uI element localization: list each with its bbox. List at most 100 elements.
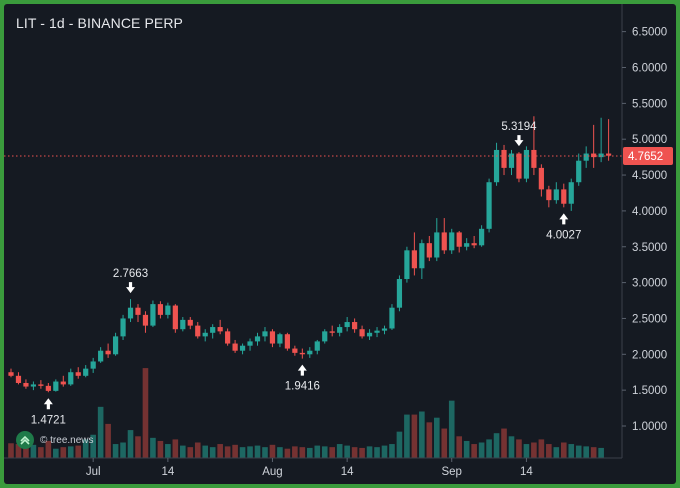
candle-body [389, 307, 395, 329]
candle-body [15, 375, 22, 383]
candle-body [142, 314, 149, 326]
candle-body [531, 149, 537, 168]
candle-body [553, 189, 559, 201]
candle-body [127, 307, 134, 319]
volume-bar [568, 444, 575, 458]
volume-bar [142, 368, 149, 458]
watermark: © tree.news [16, 431, 94, 449]
candle-body [538, 167, 544, 190]
price-tick-label: 6.0000 [632, 63, 667, 75]
volume-bar [30, 444, 37, 458]
time-tick-label: 14 [520, 466, 533, 478]
volume-bar [135, 436, 141, 458]
time-tick-label: 14 [341, 466, 354, 478]
volume-bar [60, 447, 67, 458]
volume-bar [292, 446, 298, 458]
candle-body [568, 182, 574, 204]
candle-body [576, 160, 582, 183]
candlestick-chart[interactable]: 4.7652 1.4721 2.7663 1.9416 5.3194 4.0027 6.5… [4, 4, 676, 484]
volume-bar [224, 446, 231, 458]
candle-body [322, 331, 328, 342]
volume-bar [441, 428, 448, 458]
volume-bar [321, 446, 328, 458]
volume-bar [269, 444, 276, 458]
annotation-label: 2.7663 [113, 268, 148, 280]
volume-bar [284, 448, 291, 458]
watermark-text: © tree.news [40, 434, 94, 446]
volume-bar [389, 444, 395, 458]
candle-body [262, 331, 268, 337]
arrow-up-icon [297, 364, 307, 376]
candle-body [479, 228, 485, 246]
volume-bar [396, 431, 403, 458]
volume-bar [180, 445, 186, 458]
chart-title: LIT - 1d - BINANCE PERP [16, 15, 183, 31]
volume-bar [433, 417, 440, 458]
volume-bar [359, 447, 365, 458]
volume-bar [23, 445, 29, 458]
candle-body [381, 328, 388, 331]
volume-bar [516, 439, 522, 458]
annotation-label: 1.4721 [31, 414, 66, 426]
volume-bar [194, 442, 201, 458]
annotation-label: 5.3194 [501, 121, 537, 133]
volume-bar [560, 442, 567, 458]
volume-bar [463, 440, 470, 458]
candle-body [187, 319, 193, 326]
volume-bar [307, 447, 313, 458]
volume-bar [508, 436, 515, 458]
volume-bar [172, 439, 179, 458]
candle-body [232, 343, 238, 351]
candle-body [329, 331, 335, 333]
candle-body [508, 153, 515, 168]
volume-bar [247, 446, 253, 458]
candle-body [307, 350, 313, 355]
price-tick-label: 1.0000 [632, 421, 667, 433]
candle-body [352, 322, 358, 330]
candle-body [75, 372, 81, 376]
candle-body [53, 381, 59, 391]
candle-body [441, 232, 447, 251]
last-price-tag [623, 147, 673, 166]
volume-bar [366, 446, 373, 458]
candle-body [396, 279, 403, 308]
last-price-label: 4.7652 [628, 151, 663, 163]
candle-body [561, 189, 567, 204]
volume-bar [105, 423, 111, 458]
volume-bar [344, 445, 350, 458]
volume-bar [419, 411, 425, 458]
volume-bar [553, 447, 560, 458]
candle-body [195, 325, 201, 337]
candle-body [83, 368, 89, 376]
candle-body [523, 149, 530, 179]
volume-bar [239, 447, 246, 458]
candle-body [292, 348, 298, 353]
candle-body [90, 361, 96, 369]
volume-bar [299, 447, 306, 458]
candle-body [606, 153, 612, 156]
candle-body [404, 250, 410, 280]
volume-bar [381, 445, 388, 458]
volume-bar [202, 445, 209, 458]
volume-bar [523, 444, 530, 458]
candle-body [105, 350, 111, 355]
volume-bar [538, 439, 545, 458]
annotation-label: 1.9416 [285, 381, 320, 393]
volume-bar [329, 447, 336, 458]
price-tick-label: 2.5000 [632, 313, 667, 325]
candle-body [299, 352, 305, 355]
volume-bar [150, 437, 156, 458]
candle-body [269, 331, 276, 344]
price-tick-label: 5.0000 [632, 134, 667, 146]
volume-bar [53, 448, 59, 458]
candle-body [239, 345, 246, 351]
candle-body [210, 327, 216, 333]
candle-body [45, 385, 51, 391]
candle-body [464, 243, 470, 247]
candle-body [516, 153, 522, 179]
annotation-label: 4.0027 [546, 229, 581, 241]
candle-body [366, 332, 373, 337]
candle-body [426, 243, 432, 258]
volume-bar [546, 444, 552, 458]
price-tick-label: 3.5000 [632, 242, 667, 254]
